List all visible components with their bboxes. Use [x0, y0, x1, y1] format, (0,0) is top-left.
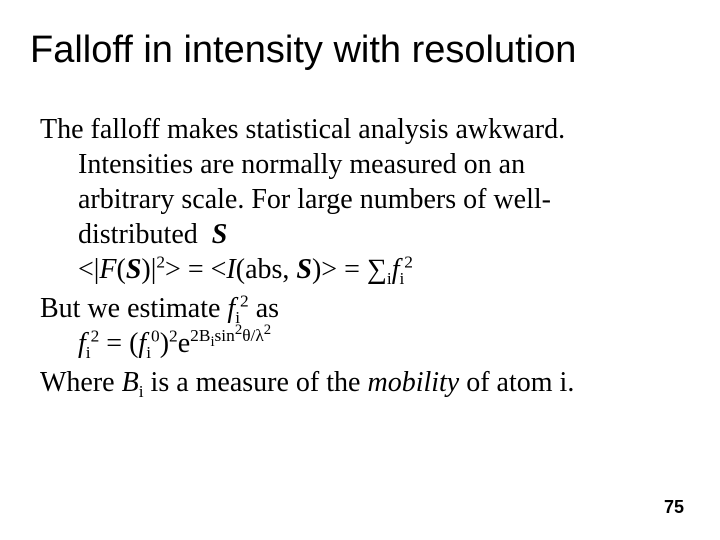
p2-text2: as: [249, 293, 279, 324]
eq2-exp-sub-i: i: [210, 334, 214, 350]
p3-sub-i: i: [139, 382, 144, 401]
p1-line4-text: distributed: [78, 219, 198, 250]
slide-title: Falloff in intensity with resolution: [30, 30, 680, 72]
eq1-F: F: [99, 254, 116, 285]
eq2-f1: f: [78, 328, 86, 359]
p3-text1: Where: [40, 367, 122, 398]
sigma-icon: ∑: [367, 254, 387, 285]
eq1-open: <|: [78, 254, 99, 285]
slide: Falloff in intensity with resolution The…: [0, 0, 720, 540]
eq2-close: ): [160, 328, 169, 359]
eq2-sub-i1: i: [86, 343, 91, 362]
eq1-mid: > = <: [165, 254, 226, 285]
eq2-sup2b: 2: [169, 326, 178, 345]
eq2-exp-theta: θ/λ: [242, 326, 264, 345]
eq1-sub-i2: i: [399, 269, 404, 288]
eq2-sup2a: 2: [91, 326, 100, 345]
eq2-e: e: [178, 328, 190, 359]
eq1-I: I: [226, 254, 235, 285]
eq2-exp-2B: 2B: [190, 326, 210, 345]
p1-line1: The falloff makes statistical analysis a…: [40, 114, 565, 145]
p3-text3: of atom i.: [459, 367, 574, 398]
page-number: 75: [664, 497, 684, 518]
p2-sup2: 2: [240, 291, 249, 310]
equation-2: fi2 = (fi0)2e2Bisin2θ/λ2: [78, 326, 680, 361]
eq1-abs: (abs,: [236, 254, 290, 285]
eq2-exponent: 2Bisin2θ/λ2: [190, 326, 271, 345]
slide-body: The falloff makes statistical analysis a…: [40, 112, 680, 400]
equation-1: <|F(S)|2> = <I(abs, S)> = ∑ifi2: [78, 252, 680, 287]
eq1-S2: S: [296, 254, 312, 285]
eq1-sup2b: 2: [404, 252, 413, 271]
eq2-exp-sin: sin: [215, 326, 235, 345]
eq2-eq: = (: [99, 328, 138, 359]
eq1-close1: )|: [141, 254, 156, 285]
p2-text1: But we estimate: [40, 293, 227, 324]
p3-mobility: mobility: [367, 367, 459, 398]
p2-sub-i: i: [235, 308, 240, 327]
paragraph-1: The falloff makes statistical analysis a…: [40, 112, 680, 287]
paragraph-3: Where Bi is a measure of the mobility of…: [40, 365, 680, 400]
eq1-close2: )> =: [312, 254, 367, 285]
eq1-sub-i: i: [387, 269, 392, 288]
p1-line2: Intensities are normally measured on an: [78, 147, 680, 182]
p3-text2: is a measure of the: [144, 367, 368, 398]
p3-B: B: [122, 367, 139, 398]
eq2-sup0: 0: [151, 326, 160, 345]
eq2-sub-i2: i: [146, 343, 151, 362]
eq1-S1: S: [126, 254, 142, 285]
p1-line3: arbitrary scale. For large numbers of we…: [78, 182, 680, 217]
eq2-exp-sup2b: 2: [264, 323, 271, 339]
eq1-sup2a: 2: [156, 252, 165, 271]
vector-S: S: [212, 219, 228, 250]
p1-line4: distributed S: [78, 217, 680, 252]
paragraph-2: But we estimate fi2 as fi2 = (fi0)2e2Bis…: [40, 291, 680, 361]
